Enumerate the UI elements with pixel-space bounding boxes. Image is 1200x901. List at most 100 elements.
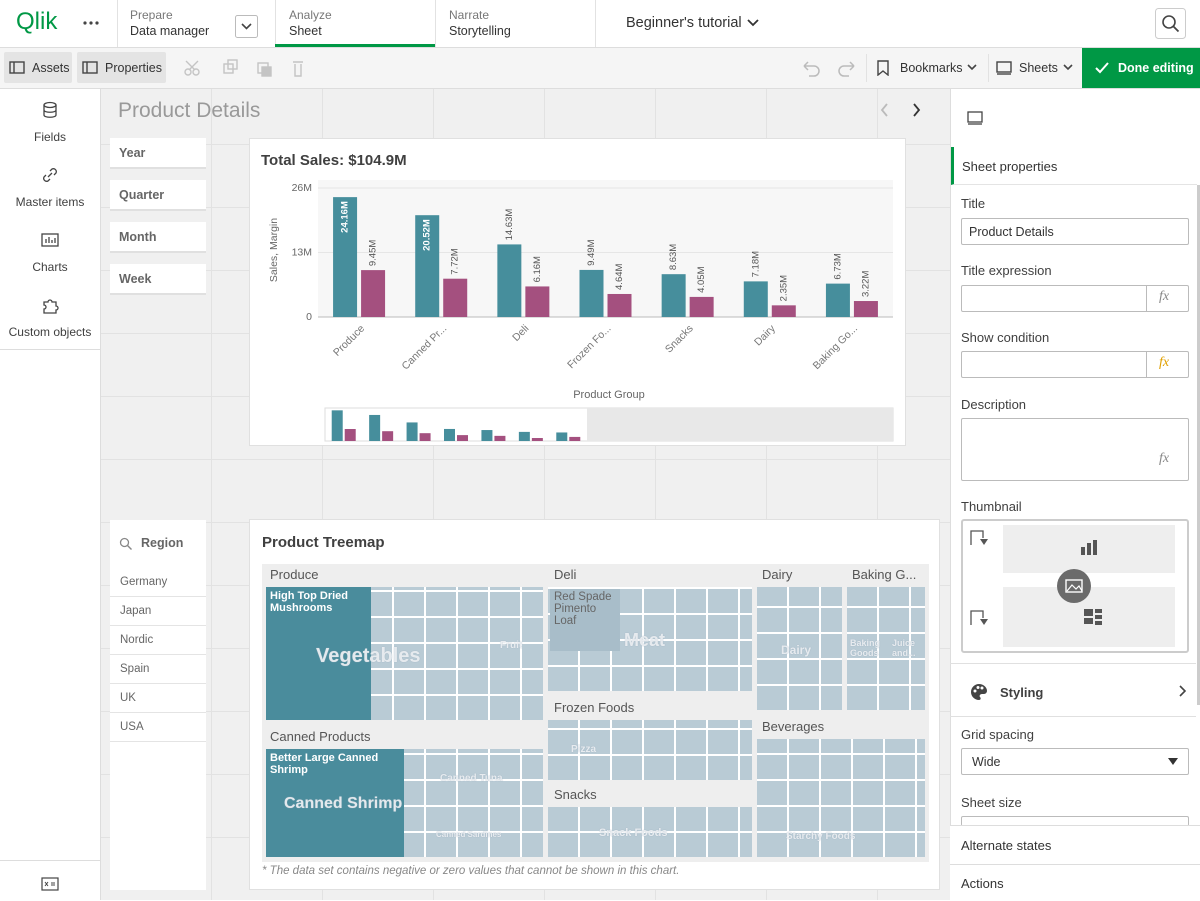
- region-filter[interactable]: Region: [110, 520, 206, 890]
- field-label: Description: [961, 397, 1027, 412]
- filter-pane[interactable]: Month: [110, 222, 206, 253]
- tab-sub[interactable]: Data manager: [130, 24, 210, 38]
- sheet-navigation[interactable]: [877, 101, 927, 119]
- filter-pane[interactable]: Year: [110, 138, 206, 169]
- panel-item[interactable]: Master items: [15, 195, 85, 209]
- tab-sub[interactable]: Sheet: [289, 24, 322, 38]
- field-label: Thumbnail: [961, 499, 1022, 514]
- treemap-group-label: Produce: [270, 567, 319, 582]
- tab-label[interactable]: Prepare: [130, 8, 173, 22]
- undo-redo[interactable]: [800, 58, 858, 78]
- data-label: 9.49M: [586, 239, 597, 265]
- chart-title: Total Sales: $104.9M: [261, 152, 407, 169]
- filter-value[interactable]: Nordic: [110, 626, 206, 655]
- search-button[interactable]: [1155, 8, 1186, 39]
- mini-bar: [419, 433, 431, 441]
- bar: [661, 274, 686, 317]
- data-label: 9.45M: [368, 240, 379, 266]
- title-input[interactable]: Product Details: [961, 218, 1189, 245]
- expression-button[interactable]: fx: [1159, 451, 1170, 466]
- mini-bar: [494, 435, 506, 441]
- tab-label[interactable]: Narrate: [449, 8, 490, 22]
- y-tick-label: 0: [306, 311, 312, 323]
- treemap-label: Juice and...: [892, 638, 916, 658]
- tab-label[interactable]: Analyze: [289, 8, 332, 22]
- bar: [497, 244, 522, 317]
- panel-item[interactable]: Charts: [32, 260, 68, 274]
- mini-bar: [481, 430, 493, 441]
- assets-button[interactable]: Assets: [4, 52, 72, 83]
- mini-bar: [344, 429, 356, 441]
- title-expression-input[interactable]: [961, 285, 1189, 312]
- mini-bar: [531, 438, 543, 441]
- bar: [579, 269, 604, 317]
- dropdown-button[interactable]: [235, 15, 258, 38]
- more-menu[interactable]: [82, 20, 100, 26]
- filter-value[interactable]: Germany: [110, 568, 206, 597]
- data-label: 14.63M: [504, 209, 515, 241]
- filter-pane[interactable]: Week: [110, 264, 206, 295]
- data-label: 4.64M: [614, 263, 625, 289]
- active-tab-indicator: [275, 44, 435, 47]
- treemap-group[interactable]: [548, 720, 752, 780]
- treemap-label: Canned Sardines: [436, 830, 502, 839]
- data-label: 8.63M: [668, 244, 679, 270]
- show-condition-input[interactable]: [961, 351, 1189, 378]
- treemap-label: Canned Shrimp: [284, 795, 403, 812]
- mini-bar: [406, 422, 418, 441]
- panel-item[interactable]: Fields: [33, 130, 66, 144]
- thumbnail-drop[interactable]: [961, 519, 1189, 653]
- filter-value[interactable]: UK: [110, 684, 206, 713]
- sheet-size-select[interactable]: [961, 816, 1189, 826]
- filter-value[interactable]: Japan: [110, 597, 206, 626]
- section-header[interactable]: Sheet properties: [962, 159, 1058, 174]
- treemap-label: Fruit: [500, 640, 523, 651]
- data-label: 7.18M: [750, 251, 761, 277]
- data-label: 7.72M: [450, 248, 461, 274]
- filter-title: Region: [141, 536, 184, 550]
- tab-sub[interactable]: Storytelling: [449, 24, 511, 38]
- scrollbar-rest: [587, 408, 893, 441]
- treemap-cell[interactable]: Red Spade Pimento Loaf: [550, 589, 620, 651]
- expression-button[interactable]: fx: [1159, 289, 1170, 304]
- section-header[interactable]: Actions: [961, 876, 1004, 891]
- treemap-group-label: Beverages: [762, 719, 825, 734]
- treemap-label: Vegetables: [316, 645, 421, 667]
- sheets-button[interactable]: Sheets: [1019, 61, 1058, 75]
- treemap-group[interactable]: [847, 587, 925, 710]
- done-editing-button[interactable]: Done editing: [1082, 48, 1200, 88]
- variables-button[interactable]: [41, 877, 59, 891]
- bar: [361, 270, 386, 317]
- mini-bar: [518, 431, 530, 441]
- treemap-cell[interactable]: Better Large Canned Shrimp: [266, 749, 404, 857]
- filter-value[interactable]: Spain: [110, 655, 206, 684]
- bookmarks-button[interactable]: Bookmarks: [900, 61, 963, 75]
- panel-item[interactable]: Custom objects: [8, 325, 92, 339]
- select-arrow: [1168, 758, 1178, 765]
- description-input[interactable]: [961, 418, 1189, 481]
- section-header[interactable]: Alternate states: [961, 838, 1052, 853]
- grid-spacing-select[interactable]: Wide: [961, 748, 1189, 775]
- bar: [853, 301, 878, 317]
- treemap-group[interactable]: [757, 587, 842, 710]
- treemap-label: Snack Foods: [599, 827, 668, 839]
- mini-bar: [569, 436, 581, 441]
- properties-button[interactable]: Properties: [77, 52, 166, 83]
- treemap-group[interactable]: [548, 807, 752, 857]
- app-title[interactable]: Beginner's tutorial: [626, 15, 742, 31]
- treemap-label: Baking Goods: [850, 638, 881, 658]
- y-tick-label: 26M: [292, 182, 312, 194]
- treemap-cell[interactable]: High Top Dried Mushrooms: [266, 587, 371, 720]
- treemap-group[interactable]: [757, 739, 925, 857]
- filter-value[interactable]: USA: [110, 713, 206, 742]
- expression-button[interactable]: fx: [1159, 355, 1170, 370]
- x-tick-label: Deli: [510, 323, 531, 344]
- sheet-title: Product Details: [118, 99, 261, 122]
- x-axis-label: Product Group: [573, 389, 645, 401]
- styling-section[interactable]: Styling: [1000, 685, 1044, 700]
- logo[interactable]: Qlik: [16, 8, 58, 35]
- x-tick-label: Frozen Fo...: [565, 323, 614, 372]
- filter-pane[interactable]: Quarter: [110, 180, 206, 211]
- data-label: 6.16M: [532, 256, 543, 282]
